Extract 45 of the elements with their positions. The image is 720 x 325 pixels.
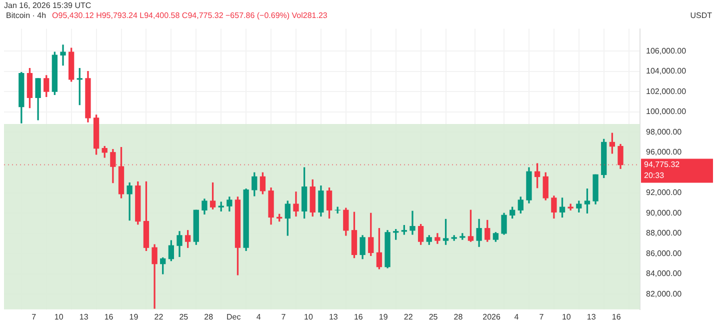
x-tick-label: 7 — [32, 312, 37, 322]
x-tick-label: 22 — [154, 312, 164, 322]
x-tick-label: 10 — [562, 312, 572, 322]
text: O95,430.12 H95,793.24 L94,400.58 C94,775.32 −657.86 (−0.69%) Vol281.23 — [52, 11, 328, 20]
x-tick-label: 7 — [539, 312, 544, 322]
x-tick-label: 13 — [586, 312, 596, 322]
x-tick-label: 4 — [256, 312, 262, 322]
x-tick-label: Dec — [226, 312, 241, 322]
y-tick-label: 100,000.00 — [646, 107, 687, 116]
y-tick-label: 104,000.00 — [646, 66, 687, 76]
y-tick-label: 88,000.00 — [646, 228, 682, 238]
candlestick — [410, 210, 416, 235]
x-tick-label: 19 — [378, 312, 388, 322]
y-tick-label: 86,000.00 — [646, 248, 682, 258]
candlestick — [60, 44, 66, 66]
x-tick-label: 2026 — [482, 312, 501, 322]
x-tick-label: 22 — [404, 312, 414, 322]
x-tick-label: 7 — [281, 312, 286, 322]
x-tick-label: 25 — [179, 312, 189, 322]
x-tick-label: 16 — [354, 312, 364, 322]
x-tick-label: 19 — [129, 312, 139, 322]
y-tick-label: 92,000.00 — [646, 188, 682, 198]
x-tick-label: 13 — [328, 312, 338, 322]
x-tick-label: 10 — [304, 312, 314, 322]
ref-line-label: 94,775.32 — [644, 160, 680, 169]
candlestick — [152, 244, 158, 309]
y-axis-title: USDT — [690, 11, 712, 20]
y-tick-label: 84,000.00 — [646, 269, 682, 278]
y-tick-label: 106,000.00 — [646, 46, 687, 56]
x-tick-label: 25 — [428, 312, 438, 322]
x-tick-label: 28 — [204, 312, 214, 322]
chart-title: Bitcoin · 4h — [6, 11, 46, 20]
y-tick-label: 98,000.00 — [646, 127, 682, 136]
x-tick-label: 10 — [54, 312, 64, 322]
x-tick-label: 4 — [514, 312, 520, 322]
text: Jan 16, 2026 15:39 UTC — [4, 1, 92, 10]
text: 20:33 — [644, 170, 665, 180]
x-tick-label: 16 — [104, 312, 114, 322]
x-tick-label: 28 — [454, 312, 464, 322]
y-tick-label: 96,000.00 — [646, 148, 682, 157]
x-tick-label: 16 — [612, 312, 622, 322]
y-tick-label: 82,000.00 — [646, 289, 682, 298]
x-tick-label: 13 — [79, 312, 89, 322]
y-tick-label: 90,000.00 — [646, 208, 682, 218]
y-tick-label: 102,000.00 — [646, 86, 687, 96]
